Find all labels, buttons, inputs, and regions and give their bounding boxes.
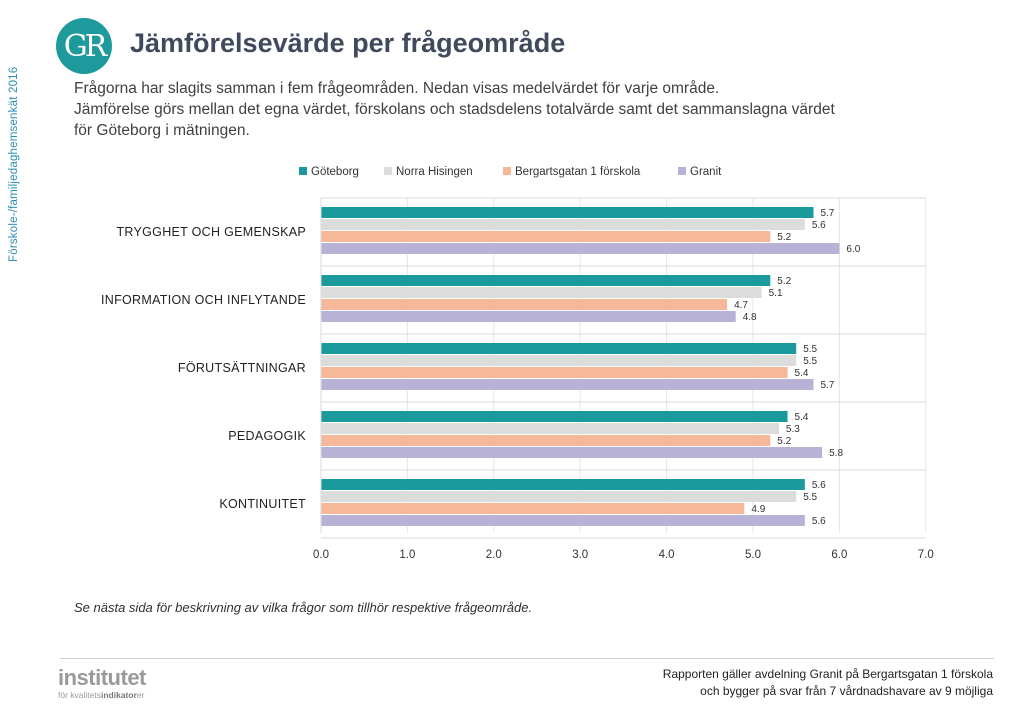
bar-goteborg-0 (321, 207, 814, 218)
data-label-norra-hisingen-4: 5.5 (803, 492, 817, 503)
bar-goteborg-3 (321, 411, 788, 422)
bar-norra-hisingen-4 (321, 491, 797, 502)
institutet-logo-sub: för kvalitetsindikatorer (58, 690, 146, 700)
bar-goteborg-2 (321, 343, 797, 354)
gr-logo: GR (56, 18, 112, 74)
logo-sub-suffix: er (136, 690, 145, 700)
bar-bergartsgatan-1-forskola-1 (321, 299, 728, 310)
legend-label-norra-hisingen: Norra Hisingen (396, 166, 473, 178)
institutet-logo: institutet för kvalitetsindikatorer (58, 665, 146, 701)
bar-granit-4 (321, 515, 805, 526)
data-label-goteborg-3: 5.4 (795, 412, 809, 423)
footer-line-2: och bygger på svar från 7 vårdnadshavare… (700, 684, 993, 698)
intro-line-1: Frågorna har slagits samman i fem frågeo… (74, 80, 720, 97)
data-label-granit-0: 6.0 (846, 244, 860, 255)
page-title: Jämförelsevärde per frågeområde (130, 28, 566, 58)
data-label-goteborg-4: 5.6 (812, 480, 826, 491)
data-label-norra-hisingen-0: 5.6 (812, 220, 826, 231)
data-label-norra-hisingen-3: 5.3 (786, 424, 800, 435)
data-label-granit-1: 4.8 (743, 312, 757, 323)
bar-bergartsgatan-1-forskola-3 (321, 435, 771, 446)
data-label-goteborg-0: 5.7 (820, 208, 834, 219)
bar-bergartsgatan-1-forskola-0 (321, 231, 771, 242)
data-label-goteborg-2: 5.5 (803, 344, 817, 355)
bar-goteborg-4 (321, 479, 805, 490)
x-tick-label-2: 2.0 (486, 549, 502, 561)
bar-bergartsgatan-1-forskola-2 (321, 367, 788, 378)
legend-swatch-granit (678, 167, 686, 175)
bar-granit-3 (321, 447, 823, 458)
intro-text: Frågorna har slagits samman i fem frågeo… (74, 78, 984, 141)
bar-norra-hisingen-2 (321, 355, 797, 366)
bar-granit-1 (321, 311, 736, 322)
legend-label-goteborg: Göteborg (311, 166, 359, 178)
legend-label-granit: Granit (690, 166, 722, 178)
bar-bergartsgatan-1-forskola-4 (321, 503, 745, 514)
legend-swatch-goteborg (299, 167, 307, 175)
data-label-granit-2: 5.7 (820, 380, 834, 391)
x-tick-label-4: 4.0 (659, 549, 675, 561)
category-label-0: TRYGGHET OCH GEMENSKAP (116, 225, 306, 239)
legend-swatch-norra-hisingen (384, 167, 392, 175)
footer-line-1: Rapporten gäller avdelning Granit på Ber… (662, 667, 993, 681)
institutet-logo-word: institutet (58, 665, 146, 690)
footer-divider (60, 658, 994, 659)
x-tick-label-6: 6.0 (831, 549, 847, 561)
data-label-bergartsgatan-1-forskola-4: 4.9 (751, 504, 765, 515)
intro-line-2: Jämförelse görs mellan det egna värdet, … (74, 101, 835, 118)
bar-granit-2 (321, 379, 814, 390)
legend-swatch-bergartsgatan-1-forskola (503, 167, 511, 175)
footer-text: Rapporten gäller avdelning Granit på Ber… (663, 666, 993, 700)
category-label-4: KONTINUITET (219, 497, 306, 511)
category-label-1: INFORMATION OCH INFLYTANDE (101, 293, 306, 307)
data-label-bergartsgatan-1-forskola-2: 5.4 (795, 368, 809, 379)
logo-sub-bold: indikator (101, 690, 137, 700)
x-tick-label-1: 1.0 (399, 549, 415, 561)
category-label-3: PEDAGOGIK (228, 429, 306, 443)
bar-granit-0 (321, 243, 840, 254)
bar-goteborg-1 (321, 275, 771, 286)
bar-norra-hisingen-1 (321, 287, 762, 298)
data-label-bergartsgatan-1-forskola-3: 5.2 (777, 436, 791, 447)
logo-sub-prefix: för kvalitets (58, 690, 101, 700)
intro-line-3: för Göteborg i mätningen. (74, 122, 250, 139)
x-tick-label-5: 5.0 (745, 549, 761, 561)
bar-norra-hisingen-0 (321, 219, 805, 230)
data-label-bergartsgatan-1-forskola-0: 5.2 (777, 232, 791, 243)
data-label-norra-hisingen-2: 5.5 (803, 356, 817, 367)
x-tick-label-0: 0.0 (313, 549, 329, 561)
category-label-2: FÖRUTSÄTTNINGAR (178, 361, 306, 375)
footnote: Se nästa sida för beskrivning av vilka f… (74, 600, 533, 615)
x-tick-label-3: 3.0 (572, 549, 588, 561)
data-label-norra-hisingen-1: 5.1 (769, 288, 783, 299)
x-tick-label-7: 7.0 (918, 549, 934, 561)
legend-label-bergartsgatan-1-forskola: Bergartsgatan 1 förskola (515, 166, 641, 178)
data-label-bergartsgatan-1-forskola-1: 4.7 (734, 300, 748, 311)
data-label-goteborg-1: 5.2 (777, 276, 791, 287)
data-label-granit-4: 5.6 (812, 516, 826, 527)
data-label-granit-3: 5.8 (829, 448, 843, 459)
bar-norra-hisingen-3 (321, 423, 779, 434)
